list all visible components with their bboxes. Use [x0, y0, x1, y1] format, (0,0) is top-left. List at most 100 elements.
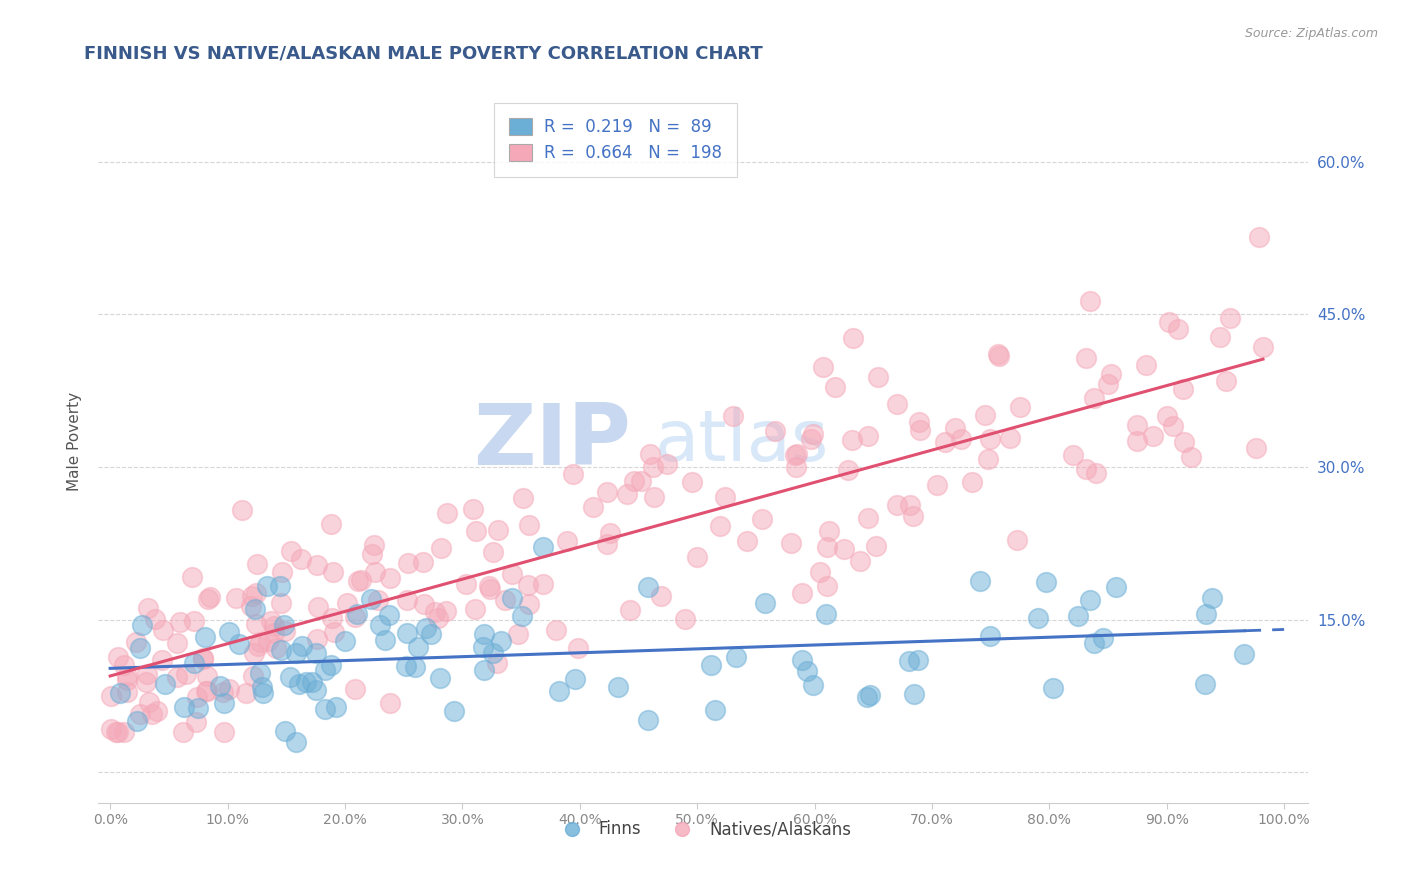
Point — [107, 650, 129, 665]
Point — [815, 579, 838, 593]
Point — [343, 610, 366, 624]
Point — [212, 685, 235, 699]
Point — [252, 686, 274, 700]
Point — [191, 651, 214, 665]
Point — [599, 526, 621, 541]
Point — [183, 656, 205, 670]
Point — [856, 429, 879, 443]
Point — [307, 632, 329, 647]
Point — [1097, 377, 1119, 392]
Point — [291, 640, 314, 654]
Point — [301, 674, 323, 689]
Point — [481, 647, 503, 661]
Point — [235, 686, 257, 700]
Point — [1171, 382, 1194, 396]
Point — [135, 675, 157, 690]
Point — [596, 537, 619, 551]
Point — [531, 577, 554, 591]
Point — [1194, 676, 1216, 690]
Point — [197, 684, 219, 698]
Text: atlas: atlas — [655, 407, 830, 476]
Point — [834, 541, 856, 556]
Point — [172, 724, 194, 739]
Point — [908, 415, 931, 429]
Point — [1067, 609, 1090, 624]
Point — [380, 571, 402, 585]
Point — [166, 636, 188, 650]
Point — [335, 633, 357, 648]
Point — [898, 498, 921, 512]
Point — [408, 640, 430, 654]
Point — [364, 565, 387, 579]
Point — [1159, 315, 1181, 329]
Point — [249, 634, 271, 648]
Point — [396, 557, 419, 571]
Point — [225, 591, 247, 606]
Point — [979, 630, 1001, 644]
Point — [934, 435, 956, 450]
Point — [1215, 374, 1237, 388]
Point — [419, 626, 441, 640]
Point — [321, 658, 343, 673]
Point — [465, 524, 488, 539]
Point — [987, 347, 1010, 361]
Point — [780, 536, 803, 550]
Point — [637, 580, 659, 594]
Point — [908, 423, 931, 437]
Point — [998, 431, 1021, 445]
Point — [623, 474, 645, 488]
Point — [903, 509, 925, 524]
Point — [181, 569, 204, 583]
Point — [800, 432, 823, 446]
Point — [256, 579, 278, 593]
Point — [412, 555, 434, 569]
Point — [285, 646, 308, 660]
Point — [859, 689, 882, 703]
Point — [284, 735, 307, 749]
Point — [478, 582, 501, 596]
Point — [152, 623, 174, 637]
Point — [548, 684, 571, 698]
Point — [886, 498, 908, 512]
Point — [494, 592, 516, 607]
Point — [314, 702, 336, 716]
Point — [1173, 435, 1195, 450]
Point — [246, 640, 269, 654]
Point — [143, 611, 166, 625]
Point — [1076, 461, 1098, 475]
Point — [1201, 591, 1223, 605]
Point — [561, 467, 583, 481]
Point — [413, 597, 436, 611]
Point — [367, 593, 389, 607]
Point — [673, 612, 696, 626]
Point — [1062, 448, 1084, 462]
Point — [640, 447, 662, 461]
Point — [295, 675, 318, 690]
Point — [977, 452, 1000, 467]
Point — [785, 460, 807, 475]
Point — [423, 605, 446, 619]
Point — [501, 567, 523, 582]
Point — [461, 501, 484, 516]
Point — [1247, 230, 1270, 244]
Point — [321, 517, 343, 532]
Point — [404, 659, 426, 673]
Point — [516, 577, 538, 591]
Point — [191, 651, 214, 665]
Point — [1007, 533, 1029, 548]
Point — [176, 666, 198, 681]
Point — [643, 490, 665, 504]
Text: FINNISH VS NATIVE/ALASKAN MALE POVERTY CORRELATION CHART: FINNISH VS NATIVE/ALASKAN MALE POVERTY C… — [84, 45, 763, 62]
Point — [100, 689, 122, 703]
Point — [136, 601, 159, 615]
Text: Source: ZipAtlas.com: Source: ZipAtlas.com — [1244, 27, 1378, 40]
Point — [464, 601, 486, 615]
Point — [501, 591, 523, 606]
Point — [1126, 434, 1149, 448]
Point — [186, 690, 208, 705]
Point — [242, 669, 264, 683]
Point — [801, 426, 824, 441]
Point — [637, 713, 659, 727]
Point — [751, 512, 773, 526]
Point — [270, 565, 292, 579]
